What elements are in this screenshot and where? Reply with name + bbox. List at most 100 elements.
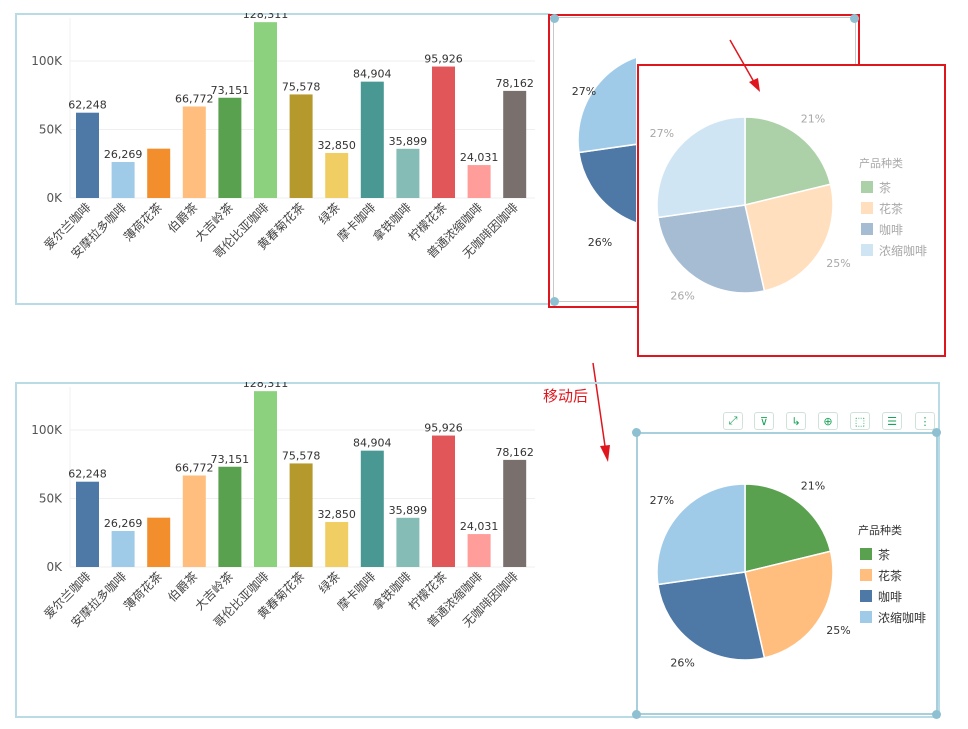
pie-percent-label: 26% [670, 290, 694, 303]
category-label: 拿铁咖啡 [369, 569, 414, 614]
y-tick-label: 50K [39, 491, 63, 505]
bar-6 [289, 463, 313, 567]
bar-value-label: 35,899 [389, 135, 428, 148]
legend-swatch [861, 202, 873, 214]
resize-handle-tl[interactable] [550, 14, 559, 23]
bar-1 [111, 162, 135, 198]
bar-9 [396, 517, 420, 567]
category-label: 摩卡咖啡 [334, 200, 379, 245]
legend-title: 产品种类 [859, 156, 903, 170]
select-icon[interactable]: ⬚ [850, 412, 870, 430]
y-tick-label: 0K [46, 560, 63, 574]
pie-slice-2 [657, 571, 766, 661]
bar-value-label: 32,850 [317, 508, 356, 521]
bar-value-label: 95,926 [424, 422, 463, 435]
category-label: 薄荷花茶 [120, 569, 165, 614]
category-label: 拿铁咖啡 [369, 200, 414, 245]
bar-value-label: 66,772 [175, 461, 214, 474]
pie-slice-3 [656, 483, 746, 586]
bar-7 [325, 152, 349, 198]
bottom-bar-chart: 0K50K100K62,248爱尔兰咖啡26,269安摩拉多咖啡薄荷花茶66,7… [31, 382, 535, 630]
bar-8 [360, 81, 384, 198]
bar-5 [254, 391, 277, 567]
pie-percent-label: 26% [670, 657, 694, 670]
category-label: 摩卡咖啡 [334, 569, 379, 614]
moved-pie-panel[interactable] [636, 432, 938, 715]
y-tick-label: 0K [46, 191, 63, 205]
zoom-icon[interactable]: ⊕ [818, 412, 838, 430]
legend-label: 浓缩咖啡 [878, 610, 926, 625]
moved-arrow-icon [592, 362, 610, 462]
drag-arrow-icon [729, 39, 760, 92]
bar-value-label: 35,899 [389, 504, 428, 517]
bar-value-label: 26,269 [104, 148, 143, 161]
bar-0 [76, 481, 99, 567]
resize-handle-tr-moved[interactable] [932, 428, 941, 437]
drill-icon[interactable]: ↳ [786, 412, 806, 430]
pie-percent-label: 25% [826, 624, 850, 637]
resize-handle-bl-moved[interactable] [632, 710, 641, 719]
bar-value-label: 95,926 [424, 53, 463, 66]
category-label: 绿茶 [315, 200, 343, 228]
bar-value-label: 75,578 [282, 449, 321, 462]
legend-label: 浓缩咖啡 [879, 243, 927, 258]
bar-10 [432, 66, 455, 198]
bar-6 [289, 94, 313, 198]
bar-value-label: 128,311 [243, 382, 289, 390]
y-tick-label: 100K [31, 423, 63, 437]
pie-percent-label: 25% [826, 257, 850, 270]
bar-3 [182, 106, 206, 198]
bar-7 [325, 521, 349, 567]
old-pie-slice-2 [578, 143, 636, 224]
category-label: 薄荷花茶 [120, 200, 165, 245]
legend-swatch [860, 548, 872, 560]
legend-label: 茶 [879, 180, 891, 195]
pie-slice-0 [744, 116, 832, 206]
bar-11 [467, 534, 491, 567]
resize-handle-tl-moved[interactable] [632, 428, 641, 437]
resize-handle-br-moved[interactable] [932, 710, 941, 719]
pie-slice-3 [656, 116, 746, 219]
category-label: 绿茶 [315, 569, 343, 597]
bar-10 [432, 435, 455, 567]
bar-value-label: 66,772 [175, 92, 214, 105]
bar-value-label: 32,850 [317, 139, 356, 152]
legend-swatch [861, 181, 873, 193]
expand-icon[interactable]: ⤢ [723, 412, 743, 430]
list-icon[interactable]: ☰ [882, 412, 902, 430]
old-pie-chart: 27% 26% [572, 56, 636, 249]
legend-swatch [860, 590, 872, 602]
legend-label: 花茶 [879, 201, 903, 216]
old-pie-group [577, 56, 636, 224]
filter-icon[interactable]: ⊽ [754, 412, 774, 430]
bar-value-label: 84,904 [353, 68, 392, 81]
legend-label: 花茶 [878, 568, 902, 583]
pie-slice-1 [744, 183, 834, 292]
legend-swatch [861, 244, 873, 256]
bar-value-label: 128,311 [243, 13, 289, 21]
moved-label: 移动后 [543, 387, 589, 405]
bar-4 [218, 97, 242, 198]
bottom-panel [15, 382, 940, 718]
bar-value-label: 62,248 [68, 468, 107, 481]
pie-percent-label: 21% [801, 480, 825, 493]
resize-handle-bl[interactable] [550, 297, 559, 306]
resize-handle-tr[interactable] [850, 14, 859, 23]
legend-label: 茶 [878, 547, 890, 562]
more-icon[interactable]: ⋮ [915, 412, 935, 430]
old-pie-label: 27% [572, 85, 596, 98]
y-tick-label: 100K [31, 54, 63, 68]
old-pie-label: 26% [588, 236, 612, 249]
bar-9 [396, 148, 420, 198]
bar-3 [182, 475, 206, 567]
pie-slice-1 [744, 550, 834, 659]
bar-5 [254, 22, 277, 198]
bar-0 [76, 112, 99, 198]
y-tick-label: 50K [39, 122, 63, 136]
legend-label: 咖啡 [878, 589, 902, 604]
bar-value-label: 73,151 [211, 453, 250, 466]
bar-value-label: 75,578 [282, 80, 321, 93]
pie-slice-2 [657, 204, 766, 294]
bar-12 [503, 90, 527, 198]
